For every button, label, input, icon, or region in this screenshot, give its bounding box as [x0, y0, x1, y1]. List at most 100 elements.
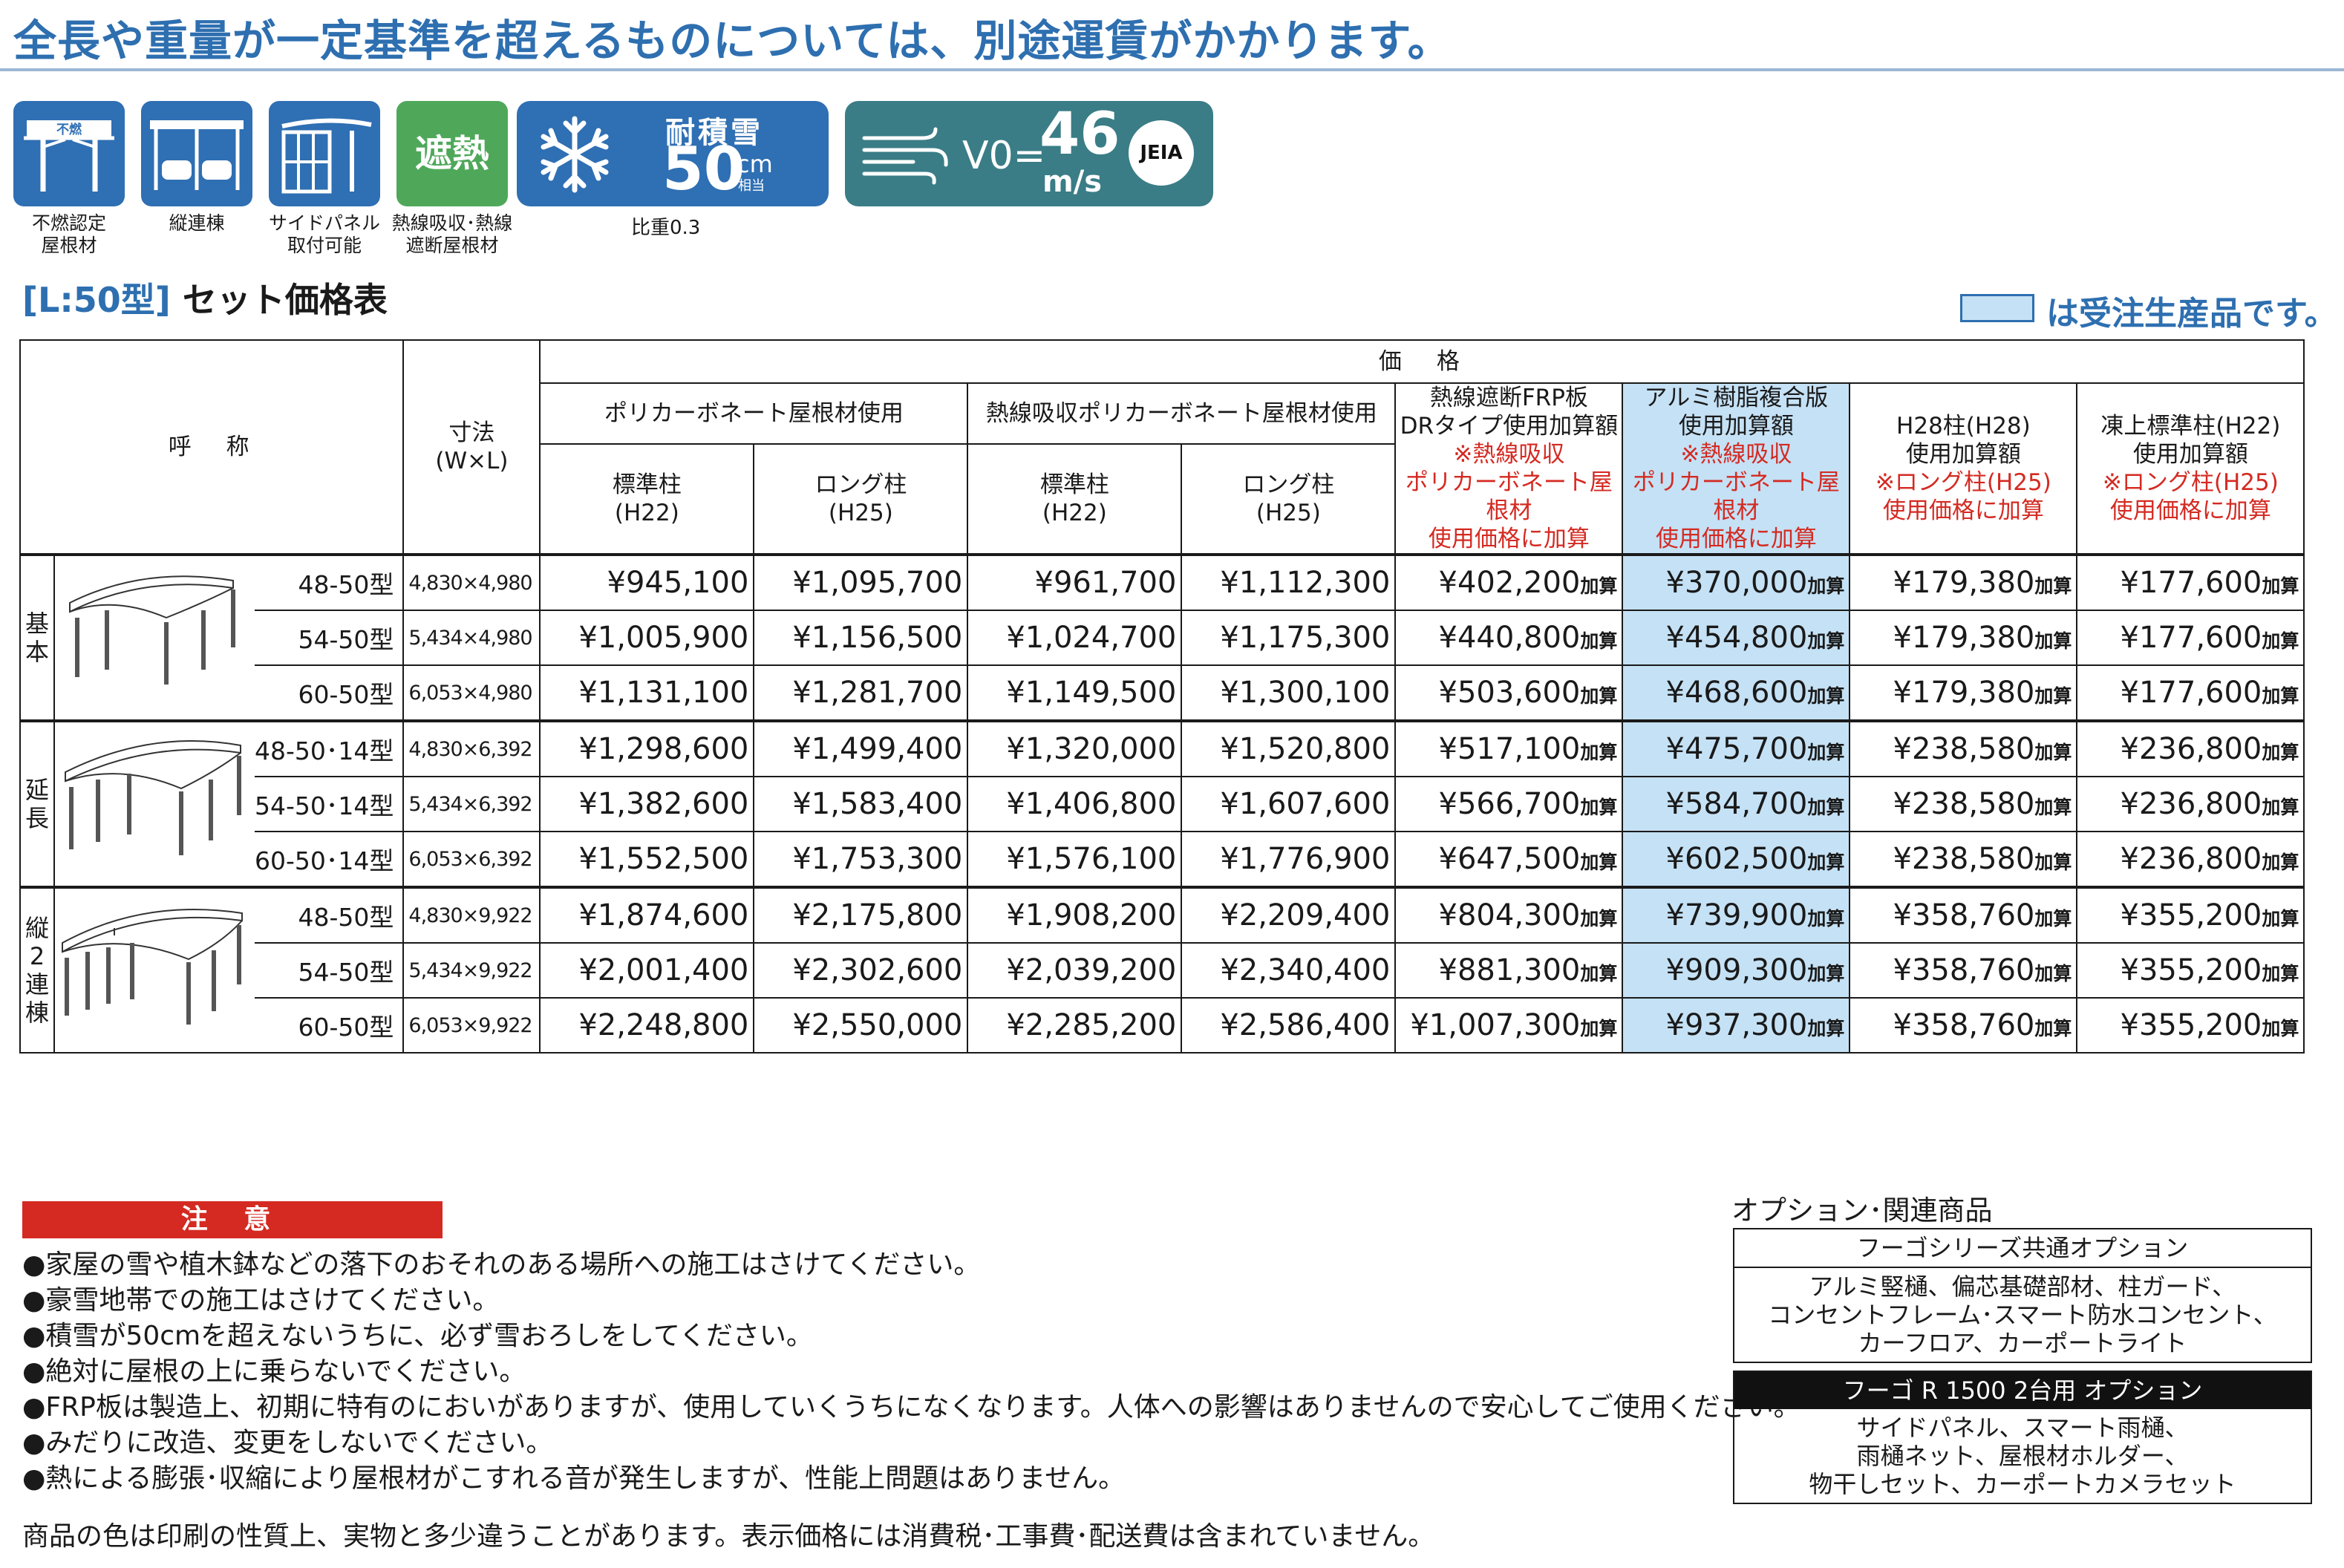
- wind-speed-badge: V0= 46 m/s JEIA: [845, 101, 1213, 206]
- price-value: ¥177,600: [2120, 676, 2262, 710]
- model-name: 60-50･14型: [255, 831, 405, 888]
- price-value: ¥1,499,400: [792, 732, 963, 766]
- price-value: ¥647,500: [1438, 842, 1581, 876]
- add-suffix: 加算: [2034, 852, 2072, 873]
- price-table-body: 基 本 48-50型 4,830×4,980 ¥945,100 ¥1,095,700 ¥9…: [19, 553, 2305, 1054]
- add-suffix: 加算: [1807, 797, 1845, 818]
- price-frp-add: ¥440,800加算: [1394, 610, 1624, 666]
- header-frp-title: 熱線遮断FRP板 DRタイプ使用加算額: [1400, 385, 1619, 440]
- price-heat-long: ¥1,776,900: [1181, 831, 1397, 888]
- wind-icon: [862, 127, 948, 185]
- add-suffix: 加算: [1580, 852, 1618, 873]
- caution-note: ●家屋の雪や植木鉢などの落下のおそれのある場所への施工はさけてください。: [22, 1250, 981, 1280]
- price-value: ¥454,800: [1665, 621, 1808, 655]
- price-poly-long: ¥2,550,000: [753, 997, 969, 1054]
- add-suffix: 加算: [1807, 630, 1845, 652]
- price-frost-add: ¥355,200加算: [2076, 942, 2305, 999]
- header-poly: ポリカーボネート屋根材使用: [539, 382, 969, 445]
- title-bracket-open: [: [22, 280, 39, 320]
- price-value: ¥2,586,400: [1220, 1008, 1391, 1042]
- price-value: ¥1,382,600: [578, 787, 749, 821]
- add-suffix: 加算: [1807, 575, 1845, 597]
- heat-shield-icon: 遮熱: [396, 101, 508, 206]
- table-row: 縦 2 連 棟 48-50型 4,830×9,922 ¥1,874,600 ¥2,175…: [19, 886, 2305, 1054]
- price-value: ¥358,760: [1893, 953, 2035, 987]
- add-suffix: 加算: [2262, 630, 2299, 652]
- header-heat-poly: 熱線吸収ポリカーボネート屋根材使用: [967, 382, 1397, 445]
- caption-text: 熱線吸収･熱線 遮断屋根材: [391, 212, 513, 256]
- price-value: ¥2,209,400: [1220, 898, 1391, 932]
- feature-caption-fireproof: 不燃認定 屋根材: [6, 212, 132, 257]
- r1500-options-heading: フーゴ R 1500 2台用 オプション: [1734, 1372, 2311, 1409]
- price-frp-add: ¥1,007,300加算: [1394, 997, 1624, 1054]
- price-h28-add: ¥358,760加算: [1849, 886, 2078, 944]
- price-heat-long: ¥1,112,300: [1181, 553, 1397, 611]
- price-poly-std: ¥1,552,500: [539, 831, 755, 888]
- price-value: ¥475,700: [1665, 732, 1808, 766]
- model-size: 4,830×9,922: [402, 886, 541, 944]
- price-alu-add: ¥454,800加算: [1622, 610, 1851, 666]
- price-frp-add: ¥804,300加算: [1394, 886, 1624, 944]
- price-heat-std: ¥961,700: [967, 553, 1183, 611]
- common-options-heading: フーゴシリーズ共通オプション: [1734, 1229, 2311, 1268]
- price-frost-add: ¥177,600加算: [2076, 610, 2305, 666]
- add-suffix: 加算: [1580, 575, 1618, 597]
- price-value: ¥1,753,300: [792, 842, 963, 876]
- add-suffix: 加算: [2034, 742, 2072, 763]
- price-heat-std: ¥1,149,500: [967, 664, 1183, 722]
- snow-value: 50: [662, 134, 745, 203]
- jeia-badge: JEIA: [1129, 120, 1194, 186]
- price-value: ¥909,300: [1665, 953, 1808, 987]
- price-heat-long: ¥1,175,300: [1181, 610, 1397, 666]
- price-poly-std: ¥1,131,100: [539, 664, 755, 722]
- model-name: 48-50型: [255, 886, 405, 944]
- price-value: ¥358,760: [1893, 1008, 2035, 1042]
- price-value: ¥1,552,500: [578, 842, 749, 876]
- price-value: ¥1,908,200: [1006, 898, 1177, 932]
- header-price: 価 格: [539, 339, 2305, 384]
- price-heat-std: ¥2,039,200: [967, 942, 1183, 999]
- price-h28-add: ¥179,380加算: [1849, 664, 2078, 722]
- price-alu-add: ¥584,700加算: [1622, 776, 1851, 832]
- price-heat-std: ¥2,285,200: [967, 997, 1183, 1054]
- caption-text: 縦連棟: [169, 212, 225, 234]
- price-heat-long: ¥1,520,800: [1181, 719, 1397, 777]
- r1500-options-list: サイドパネル、スマート雨樋、 雨樋ネット、屋根材ホルダー、 物干しセット、カーポ…: [1809, 1414, 2236, 1498]
- price-poly-std: ¥2,248,800: [539, 997, 755, 1054]
- price-value: ¥370,000: [1665, 566, 1808, 600]
- group-label-extension: 延 長: [19, 719, 55, 888]
- wind-unit: m/s: [1042, 165, 1103, 199]
- side-panel-icon: [269, 101, 380, 206]
- table-row: 54-50型 5,434×9,922 ¥2,001,400 ¥2,302,600 ¥2,…: [20, 942, 2305, 999]
- caution-title: 注 意: [22, 1201, 443, 1238]
- price-value: ¥2,039,200: [1006, 953, 1177, 987]
- price-value: ¥402,200: [1438, 566, 1581, 600]
- price-h28-add: ¥238,580加算: [1849, 831, 2078, 888]
- add-suffix: 加算: [2034, 963, 2072, 984]
- add-suffix: 加算: [2262, 797, 2299, 818]
- group-illustration-tandem: [53, 886, 255, 1054]
- tandem-carport-icon: [141, 101, 252, 206]
- price-frp-add: ¥517,100加算: [1394, 719, 1624, 777]
- price-value: ¥355,200: [2120, 953, 2262, 987]
- add-suffix: 加算: [1580, 630, 1618, 652]
- price-poly-long: ¥1,156,500: [753, 610, 969, 666]
- caution-notes: ●家屋の雪や植木鉢などの落下のおそれのある場所への施工はさけてください。 ●豪雪地…: [22, 1247, 1801, 1497]
- header-frp: 熱線遮断FRP板 DRタイプ使用加算額 ※熱線吸収 ポリカーボネート屋根材 使用…: [1394, 382, 1624, 555]
- snow-caption: 比重0.3: [631, 217, 701, 239]
- price-value: ¥440,800: [1438, 621, 1581, 655]
- model-label: L:50型: [38, 280, 155, 320]
- add-suffix: 加算: [2262, 963, 2299, 984]
- header-heat-std: 標準柱 (H22): [967, 442, 1183, 556]
- add-suffix: 加算: [2262, 742, 2299, 763]
- price-value: ¥358,760: [1893, 898, 2035, 932]
- price-value: ¥881,300: [1438, 953, 1581, 987]
- price-frp-add: ¥881,300加算: [1394, 942, 1624, 999]
- footer-disclaimer: 商品の色は印刷の性質上、実物と多少違うことがあります。表示価格には消費税･工事費…: [22, 1521, 1435, 1552]
- price-frost-add: ¥355,200加算: [2076, 886, 2305, 944]
- price-value: ¥566,700: [1438, 787, 1581, 821]
- price-heat-std: ¥1,320,000: [967, 719, 1183, 777]
- price-frost-add: ¥236,800加算: [2076, 776, 2305, 832]
- price-alu-add: ¥739,900加算: [1622, 886, 1851, 944]
- table-row: 60-50型 6,053×4,980 ¥1,131,100 ¥1,281,700 ¥1,…: [20, 664, 2305, 722]
